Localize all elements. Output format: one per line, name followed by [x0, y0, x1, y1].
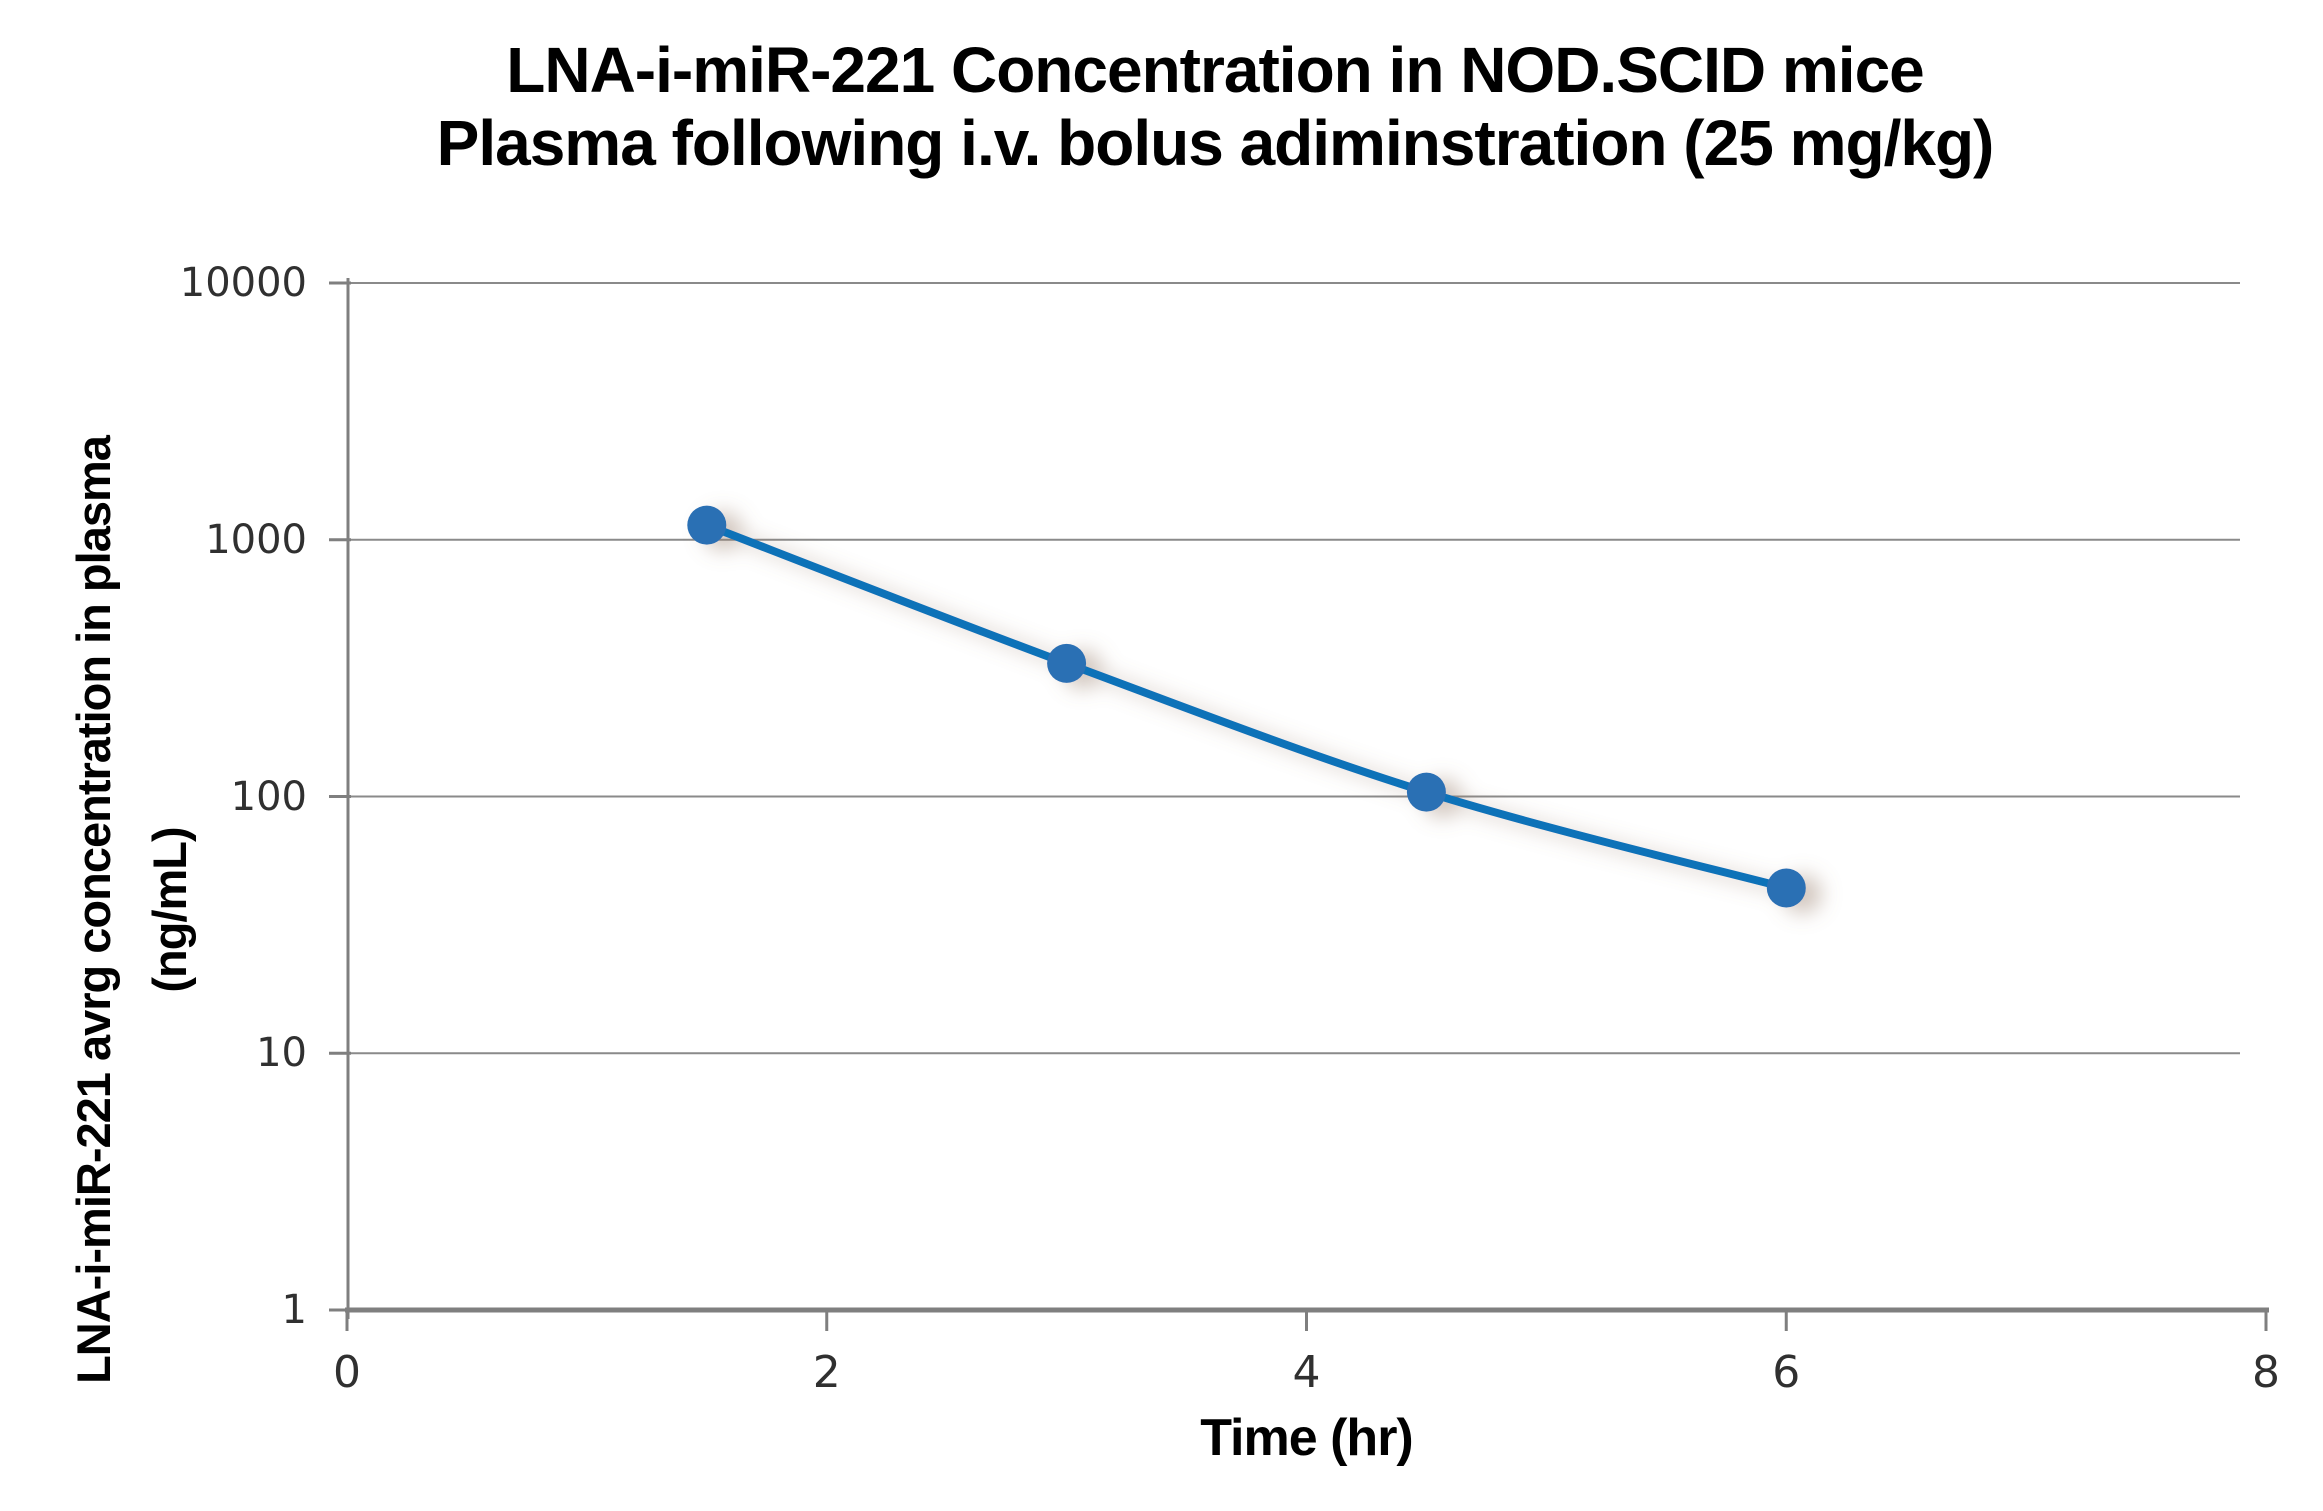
x-axis-label: Time (hr) [1200, 1409, 1414, 1467]
gridlines [347, 282, 2240, 1311]
x-tick-label: 4 [1292, 1347, 1321, 1398]
data-point-marker [1406, 772, 1446, 812]
data-series [687, 505, 1806, 908]
y-tick-label: 1000 [205, 516, 307, 563]
x-tick-label: 0 [333, 1347, 361, 1398]
y-tick-label: 100 [230, 773, 307, 820]
chart-title-line1: LNA-i-miR-221 Concentration in NOD.SCID … [506, 34, 1925, 106]
x-tick-label: 2 [812, 1347, 841, 1398]
chart-title: LNA-i-miR-221 Concentration in NOD.SCID … [110, 34, 2320, 180]
x-tick-label: 8 [2252, 1347, 2280, 1398]
axes [329, 278, 2269, 1331]
data-point-marker [1766, 868, 1806, 908]
y-tick-label: 10 [256, 1030, 307, 1077]
chart-title-line2: Plasma following i.v. bolus adiminstrati… [436, 107, 1995, 179]
y-tick-label: 1 [281, 1287, 307, 1333]
x-tick-label: 6 [1772, 1347, 1801, 1398]
data-point-marker [687, 505, 727, 545]
data-point-marker [1047, 643, 1087, 683]
series-line [702, 521, 1791, 892]
y-tick-label: 10000 [179, 260, 307, 306]
